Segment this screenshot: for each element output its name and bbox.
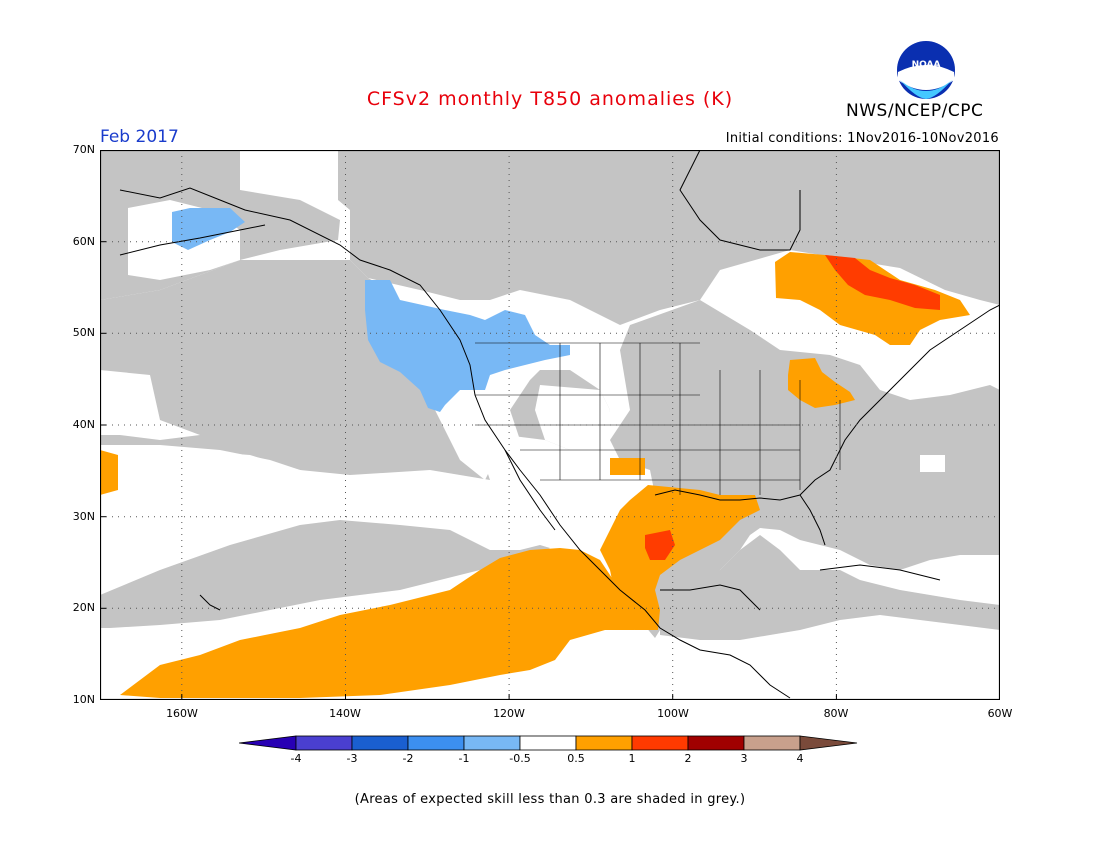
colorbar-swatch [407, 735, 465, 751]
colorbar-swatch [463, 735, 521, 751]
lat-label: 70N [72, 143, 95, 156]
map-title: CFSv2 monthly T850 anomalies (K) [366, 88, 734, 110]
lon-label: 60W [987, 707, 1013, 720]
colorbar-swatch [295, 735, 353, 751]
forecast-period: Feb 2017 [100, 127, 179, 147]
state-borders [475, 342, 841, 495]
lat-label: 30N [72, 510, 95, 523]
lat-label: 10N [72, 693, 95, 706]
lat-label: 50N [72, 326, 95, 339]
colorbar-swatch [687, 735, 745, 751]
colorbar-tick-label: 1 [628, 752, 636, 765]
agency-label: NWS/NCEP/CPC [846, 101, 984, 121]
footnote: (Areas of expected skill less than 0.3 a… [354, 792, 746, 807]
colorbar-tick-label: 2 [684, 752, 692, 765]
coastlines [119, 150, 1000, 699]
colorbar-tick-label: 4 [796, 752, 804, 765]
lon-label: 100W [657, 707, 689, 720]
lon-label: 120W [493, 707, 525, 720]
colorbar [239, 735, 858, 751]
colorbar-tick-label: -3 [346, 752, 358, 765]
colorbar-arrow-low [239, 735, 297, 751]
colorbar-swatch [743, 735, 801, 751]
colorbar-swatch [519, 735, 577, 751]
lon-label: 80W [823, 707, 849, 720]
colorbar-swatch [631, 735, 689, 751]
positive-anomaly [100, 252, 970, 698]
initial-conditions: Initial conditions: 1Nov2016-10Nov2016 [725, 131, 999, 146]
colorbar-tick-label: -1 [458, 752, 470, 765]
colorbar-tick-label: -4 [290, 752, 302, 765]
logo-text: NOAA [912, 60, 941, 70]
colorbar-tick-label: 3 [740, 752, 748, 765]
graticule [100, 150, 1000, 700]
colorbar-tick-label: 0.5 [567, 752, 585, 765]
map-frame [100, 150, 1000, 700]
noaa-logo: NOAA [896, 40, 956, 100]
lat-label: 60N [72, 235, 95, 248]
lat-label: 40N [72, 418, 95, 431]
lon-label: 140W [329, 707, 361, 720]
colorbar-tick-label: -0.5 [509, 752, 531, 765]
lon-label: 160W [166, 707, 198, 720]
colorbar-swatch [575, 735, 633, 751]
colorbar-arrow-high [799, 735, 858, 751]
strong-positive-anomaly [645, 255, 940, 560]
lat-label: 20N [72, 601, 95, 614]
colorbar-swatch [351, 735, 409, 751]
anomaly-map [100, 150, 1000, 700]
colorbar-tick-label: -2 [402, 752, 414, 765]
